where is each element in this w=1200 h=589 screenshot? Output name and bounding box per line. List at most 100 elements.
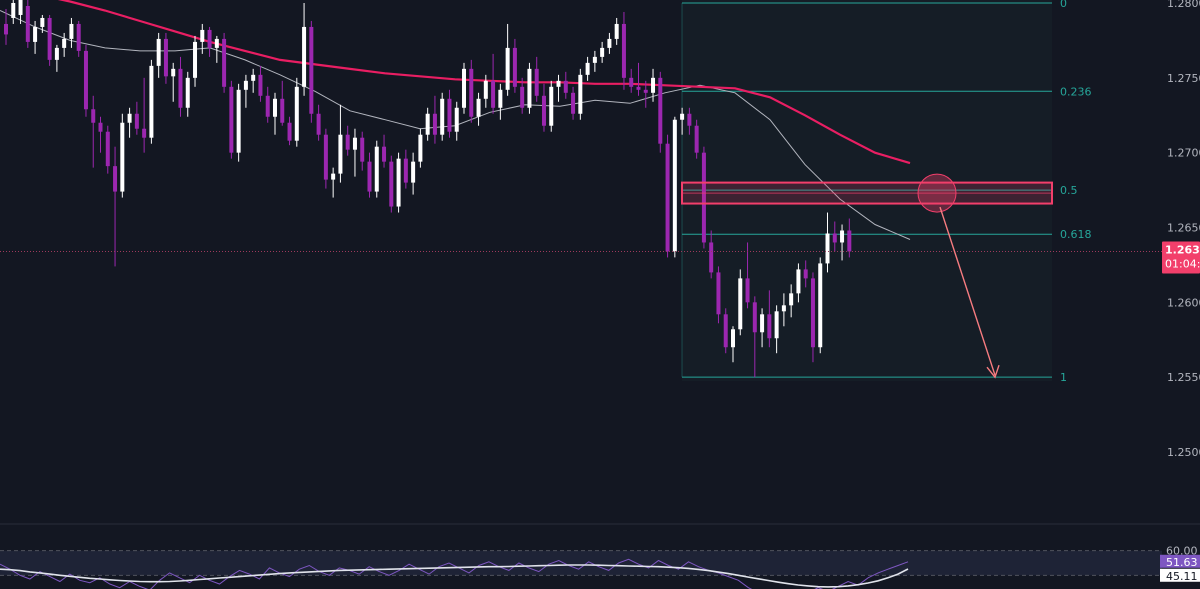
- candle-body: [33, 26, 38, 42]
- current-price-label: 1.2638: [1165, 243, 1200, 256]
- candle-body: [374, 146, 379, 192]
- candle-body: [207, 29, 212, 48]
- candle-body: [331, 173, 336, 180]
- projection-arrow[interactable]: [939, 206, 1000, 379]
- candle-body: [91, 109, 96, 123]
- candle-body: [512, 47, 517, 87]
- candle-body: [120, 122, 125, 192]
- candle-body: [98, 122, 103, 132]
- candle-body: [781, 305, 786, 312]
- oscillator-fast-tag-bg: [1160, 554, 1200, 568]
- candle-body: [214, 38, 219, 48]
- candle-body: [491, 80, 496, 108]
- candle-body: [258, 74, 263, 96]
- candle-body: [243, 80, 248, 90]
- candle-body: [767, 314, 772, 339]
- candle-body: [672, 119, 677, 252]
- candle-body: [541, 95, 546, 126]
- candle-body: [18, 0, 23, 15]
- candle-body: [600, 47, 605, 57]
- candle-body: [396, 158, 401, 207]
- candle-body: [265, 95, 270, 117]
- candle-body: [447, 98, 452, 132]
- candle-body: [47, 17, 52, 60]
- candle-body: [25, 5, 30, 42]
- candle-body: [534, 68, 539, 96]
- oscillator-fast-tag: 51.63: [1160, 554, 1200, 569]
- candle-body: [360, 137, 365, 162]
- oscillator-slow-tag: 45.11: [1160, 568, 1200, 583]
- current-price-tag-bg: [1162, 241, 1200, 274]
- projection-arrow-line[interactable]: [939, 206, 996, 376]
- current-price-tag: 1.2638 01:04:2: [1162, 241, 1200, 274]
- oscillator-band: [0, 550, 1162, 576]
- fib-level-label: 0.236: [1060, 85, 1092, 98]
- candle-body: [483, 80, 488, 99]
- candle-body: [316, 113, 321, 135]
- candle-body: [178, 68, 183, 108]
- candle-body: [193, 41, 198, 78]
- rejection-marker[interactable]: [917, 173, 957, 213]
- candle-body: [411, 161, 416, 183]
- oscillator-slow-line: [0, 564, 909, 588]
- candle-body: [156, 38, 161, 66]
- slow-moving-average-line: [57, 0, 911, 165]
- candle-body: [549, 86, 554, 126]
- price-tick-label: 1.2800: [1167, 0, 1200, 10]
- candle-body: [462, 68, 467, 108]
- candle-body: [832, 233, 837, 243]
- candle-body: [236, 89, 241, 153]
- candle-body: [658, 77, 663, 144]
- oscillator-slow-value: 45.11: [1166, 570, 1198, 583]
- candle-body: [571, 92, 576, 114]
- candle-body: [774, 311, 779, 339]
- candle-body: [651, 77, 656, 93]
- candle-body: [229, 86, 234, 153]
- candle-body: [716, 272, 721, 315]
- candle-body: [629, 77, 634, 87]
- candle-body: [69, 23, 74, 39]
- candle-body: [251, 74, 256, 81]
- candle-body: [621, 23, 626, 78]
- candle-body: [323, 134, 328, 180]
- candle-body: [614, 23, 619, 39]
- candle-body: [62, 38, 67, 48]
- candle-body: [345, 134, 350, 150]
- candle-body: [680, 113, 685, 120]
- price-tick-label: 1.2550: [1167, 371, 1200, 384]
- candle-body: [745, 278, 750, 303]
- candle-body: [643, 89, 648, 93]
- candle-body: [171, 68, 176, 77]
- candle-body: [752, 302, 757, 333]
- candle-body: [825, 233, 830, 264]
- candle-body: [847, 230, 852, 252]
- fibonacci-retracement[interactable]: 0 0.236 0.5 0.618 1: [681, 0, 1092, 384]
- candle-body: [403, 158, 408, 183]
- candle-body: [425, 113, 430, 135]
- candle-body: [338, 134, 343, 174]
- candle-body: [723, 314, 728, 348]
- candle-body: [469, 68, 474, 117]
- candle-body: [818, 263, 823, 348]
- candle-body: [803, 269, 808, 279]
- fib-level-label: 0: [1060, 0, 1067, 10]
- candle-body: [440, 98, 445, 135]
- candle-body: [272, 98, 277, 117]
- candle-body: [520, 86, 525, 108]
- price-tick-label: 1.2650: [1167, 222, 1200, 235]
- candle-body: [789, 293, 794, 306]
- fib-level-label: 0.618: [1060, 228, 1092, 241]
- price-tick-label: 1.2700: [1167, 147, 1200, 160]
- candle-body: [163, 38, 168, 77]
- candle-body: [563, 80, 568, 93]
- candle-body: [11, 3, 16, 18]
- candle-body: [280, 98, 285, 123]
- candle-body: [222, 38, 227, 87]
- candle-body: [4, 23, 8, 35]
- candle-body: [694, 125, 699, 153]
- candle-body: [382, 146, 387, 162]
- resistance-zone-group[interactable]: [681, 173, 1053, 213]
- countdown-label: 01:04:2: [1165, 257, 1200, 270]
